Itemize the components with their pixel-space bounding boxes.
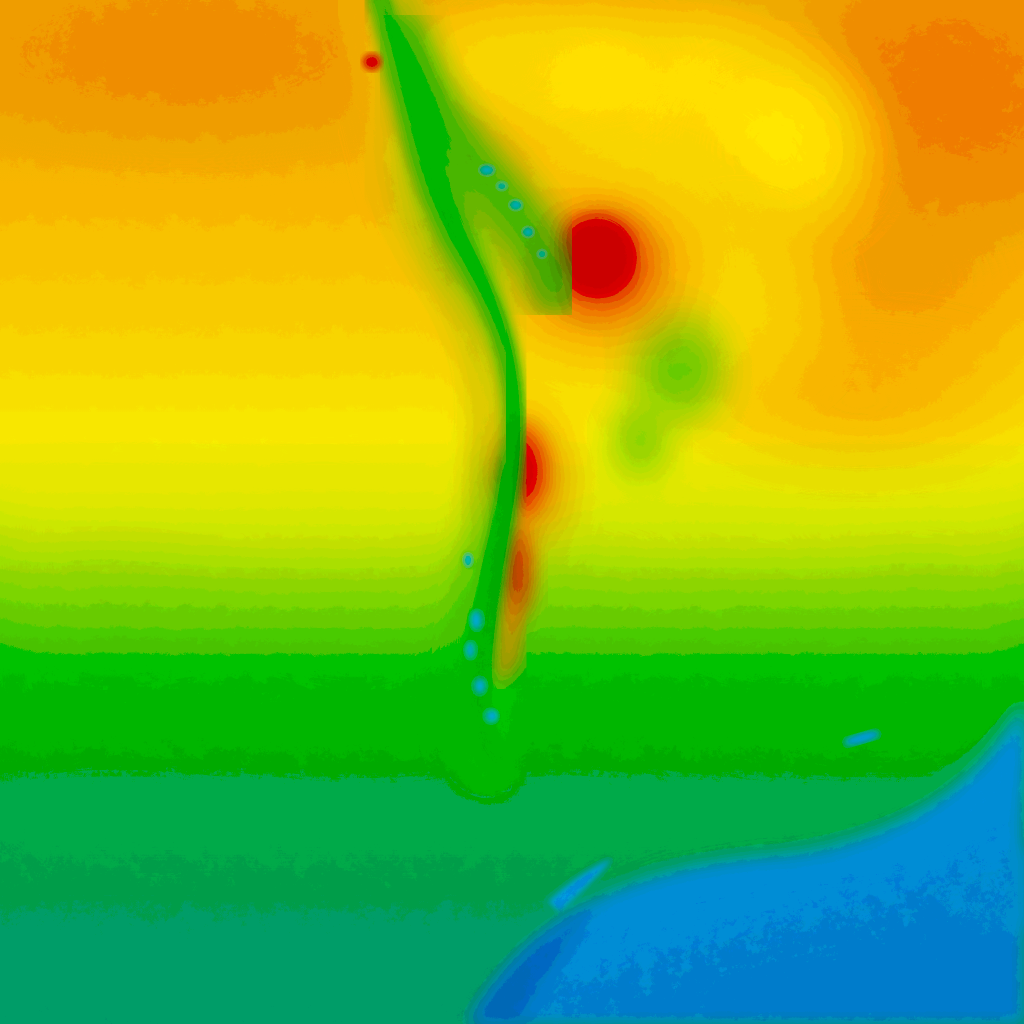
heatmap-canvas [0,0,1024,1024]
heatmap-figure [0,0,1024,1024]
raster-mottle-fine [0,0,1024,1024]
